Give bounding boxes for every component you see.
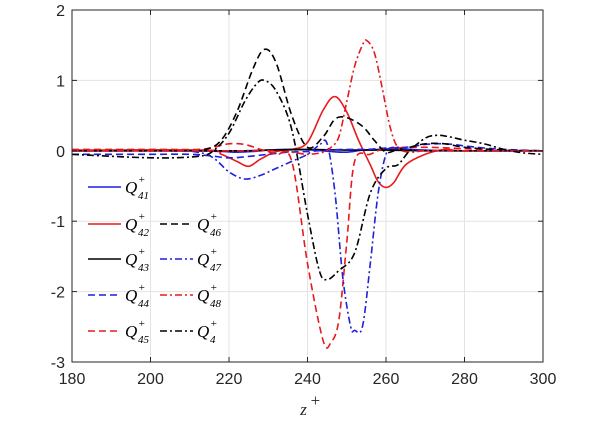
series-line-q47 <box>71 139 543 334</box>
legend-label-sup: + <box>138 282 145 294</box>
legend-label-sub: 46 <box>210 227 222 239</box>
x-tick-label: 260 <box>373 371 400 388</box>
legend-label-q4: Q <box>197 322 209 341</box>
series-layer <box>71 39 544 349</box>
x-tick-label: 240 <box>294 371 321 388</box>
tick-labels: 180 200 220 240 260 280 300 -3 -2 -1 0 1 2 <box>51 3 557 388</box>
series-line-q42 <box>71 95 544 189</box>
legend-label-sub: 48 <box>210 298 222 310</box>
legend-label-q48: Q <box>197 286 209 305</box>
y-tick-label: -2 <box>51 285 65 302</box>
series-line-q4 <box>71 79 544 281</box>
legend-label-sub: 43 <box>138 262 150 274</box>
legend-label-q47: Q <box>197 250 209 269</box>
y-tick-label: 1 <box>56 73 65 90</box>
legend-label-q44: Q <box>125 286 137 305</box>
legend-label-q45: Q <box>125 322 137 341</box>
legend-label-sup: + <box>138 211 145 223</box>
legend-label-sup: + <box>138 246 145 258</box>
x-tick-label: 280 <box>451 371 478 388</box>
legend-label-sub: 45 <box>138 334 150 346</box>
x-axis-label-sup: + <box>310 391 321 410</box>
legend-label-sup: + <box>138 318 145 330</box>
legend-label-sub: 41 <box>138 190 149 202</box>
legend-label-sup: + <box>210 318 217 330</box>
x-axis-label-text: z <box>299 400 307 419</box>
x-tick-label: 300 <box>530 371 557 388</box>
series-line-q48 <box>72 39 543 156</box>
series-line-q43 <box>71 148 544 152</box>
axes <box>71 9 544 363</box>
x-tick-label: 200 <box>137 371 164 388</box>
legend-label-sub: 42 <box>138 227 150 239</box>
x-axis-label: z + <box>299 391 321 419</box>
x-tick-label: 220 <box>216 371 243 388</box>
legend-label-sup: + <box>210 282 217 294</box>
y-tick-label: -1 <box>51 214 65 231</box>
legend: Q +41Q +42 Q +46Q +43 Q +47Q +44 Q +48Q +45 Q +4 <box>88 174 222 346</box>
legend-label-sup: + <box>210 211 217 223</box>
legend-label-sub: 4 <box>210 334 216 346</box>
legend-label-q46: Q <box>197 215 209 234</box>
legend-label-sup: + <box>210 246 217 258</box>
x-tick-label: 180 <box>59 371 86 388</box>
y-tick-label: 0 <box>56 144 65 161</box>
legend-label-sub: 47 <box>210 262 222 274</box>
legend-label-q42: Q <box>125 215 137 234</box>
y-tick-label: 2 <box>56 3 65 20</box>
legend-label-sup: + <box>138 174 145 186</box>
legend-label-q43: Q <box>125 250 137 269</box>
y-tick-label: -3 <box>51 355 65 372</box>
legend-label-q41: Q <box>125 178 137 197</box>
legend-label-sub: 44 <box>138 298 150 310</box>
